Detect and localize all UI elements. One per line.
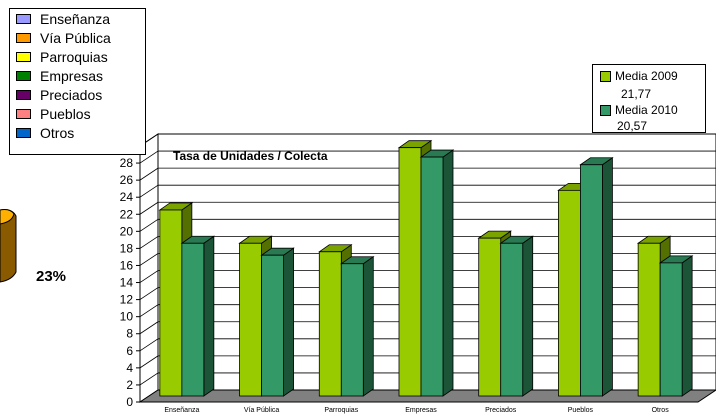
y-tick-label: 4 xyxy=(126,361,133,375)
bar xyxy=(637,242,661,397)
gridline-side xyxy=(139,150,159,164)
chart-title-group: Tasa de Unidades / Colecta xyxy=(173,149,328,163)
y-tick-label: 12 xyxy=(120,293,134,307)
legend-swatch xyxy=(16,14,31,25)
bar-side xyxy=(442,149,454,397)
gridline-side xyxy=(139,338,159,352)
bar-side xyxy=(362,255,374,397)
legend-item: Vía Pública xyxy=(16,31,111,46)
bar xyxy=(580,164,603,397)
x-tick-label: Parroquias xyxy=(324,407,358,414)
y-tick-label: 22 xyxy=(120,207,134,221)
legend-swatch xyxy=(16,128,31,139)
legend-label: Enseñanza xyxy=(40,11,111,27)
legend-label: Pueblos xyxy=(40,106,91,122)
gridline-side xyxy=(139,236,159,249)
y-axis: 024681012141618202224262830 xyxy=(120,139,141,409)
bar xyxy=(261,254,284,397)
bar xyxy=(398,147,422,397)
chart-title: Tasa de Unidades / Colecta xyxy=(173,149,328,163)
y-tick-label: 8 xyxy=(126,327,133,341)
y-tick-label: 20 xyxy=(120,224,134,238)
gridline-side xyxy=(139,201,159,215)
bars xyxy=(158,139,694,397)
bar xyxy=(558,189,581,397)
legend-label: Preciados xyxy=(40,87,103,103)
y-tick-label: 28 xyxy=(120,156,134,170)
legend-swatch xyxy=(16,109,31,120)
y-tick-label: 26 xyxy=(120,173,134,187)
legend-swatch-2010 xyxy=(600,105,611,116)
legend-label: Vía Pública xyxy=(40,30,111,46)
legend-label-2009: Media 2009 xyxy=(615,69,678,83)
y-tick-label: 6 xyxy=(126,344,133,358)
x-tick-label: Pueblos xyxy=(568,407,594,414)
y-tick-label: 10 xyxy=(120,310,134,324)
legend-swatch-2009 xyxy=(600,71,611,82)
bar-side xyxy=(203,235,215,397)
y-tick-label: 16 xyxy=(120,258,134,272)
category-legend: Enseñanza Vía Pública Parroquias Empresa… xyxy=(9,8,146,155)
legend-label: Empresas xyxy=(40,68,104,84)
pie-percent-label: 23% xyxy=(36,268,67,285)
x-tick-label: Otros xyxy=(652,407,670,414)
series-legend: Media 2009 21,77 Media 2010 20,57 xyxy=(592,64,706,133)
legend-value-2009: 21,77 xyxy=(621,87,652,101)
legend-swatch xyxy=(16,33,31,44)
bar xyxy=(318,251,342,397)
legend-item: Otros xyxy=(16,126,74,141)
x-tick-label: Preciados xyxy=(485,407,517,414)
gridline-side xyxy=(139,304,159,317)
bar-side xyxy=(283,247,294,397)
bar xyxy=(159,209,183,397)
bar-side xyxy=(681,255,693,397)
bar xyxy=(181,242,205,397)
legend-label: Parroquias xyxy=(40,49,108,65)
gridline-side xyxy=(139,321,159,335)
y-tick-label: 18 xyxy=(120,241,134,255)
bar-side xyxy=(522,235,534,397)
y-tick-label: 14 xyxy=(120,276,134,290)
legend-label-2010: Media 2010 xyxy=(615,103,678,117)
gridline-side xyxy=(139,253,159,266)
legend-item: Preciados xyxy=(16,88,102,103)
bar xyxy=(500,242,524,397)
y-tick-label: 2 xyxy=(126,378,133,392)
gridline-side xyxy=(139,184,159,198)
gridline-side xyxy=(139,167,159,181)
bar xyxy=(420,156,444,397)
legend-label: Otros xyxy=(40,125,75,141)
pie-fragment xyxy=(0,209,17,283)
legend-item: Pueblos xyxy=(16,107,91,122)
x-tick-label: Vía Pública xyxy=(244,407,280,414)
legend-swatch xyxy=(16,90,31,101)
legend-value-2010: 20,57 xyxy=(617,119,648,133)
gridline-side xyxy=(139,355,159,369)
bar xyxy=(659,262,683,397)
y-tick-label: 0 xyxy=(126,395,133,409)
bar-side xyxy=(602,156,613,397)
bar xyxy=(239,242,262,397)
legend-item: Empresas xyxy=(16,69,103,84)
x-tick-label: Enseñanza xyxy=(164,407,199,414)
bar xyxy=(340,263,364,397)
gridline-side xyxy=(139,372,159,386)
gridline-side xyxy=(139,287,159,300)
bar xyxy=(478,237,502,397)
legend-swatch xyxy=(16,52,31,63)
legend-swatch xyxy=(16,71,31,82)
gridline-side xyxy=(139,270,159,283)
legend-item: Parroquias xyxy=(16,50,108,65)
y-tick-label: 24 xyxy=(120,190,134,204)
x-axis-labels: Enseñanza Vía Pública Parroquias Empresas Pr… xyxy=(164,407,669,414)
x-tick-label: Empresas xyxy=(405,407,437,414)
legend-item: Enseñanza xyxy=(16,12,110,27)
gridline-side xyxy=(139,219,159,232)
